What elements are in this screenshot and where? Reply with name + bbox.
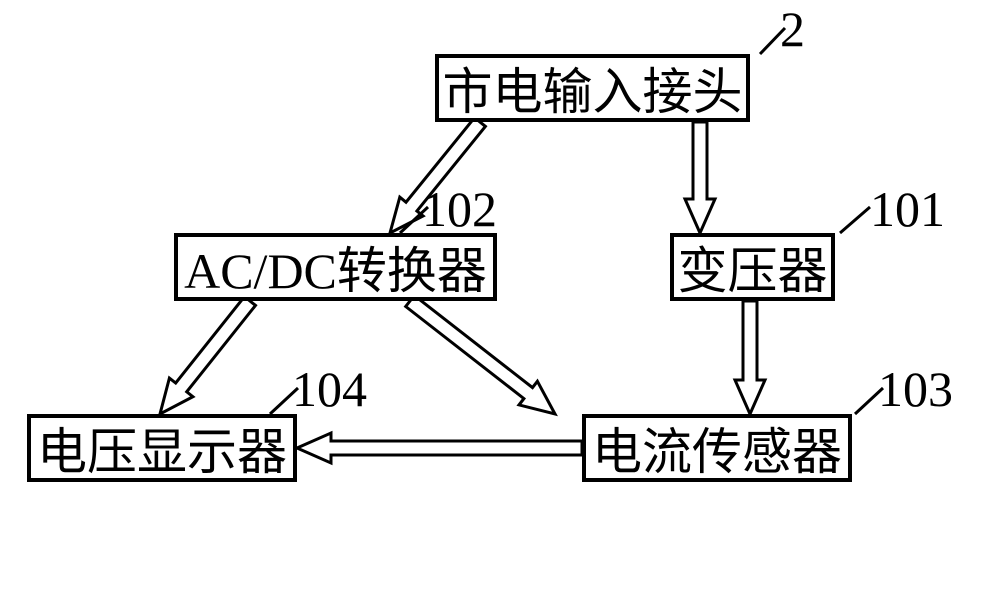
node-label: 电压显示器 xyxy=(37,412,287,484)
node-label: 变压器 xyxy=(678,231,828,303)
edge-arrow xyxy=(297,433,582,463)
label-tick xyxy=(840,207,870,233)
ref-label: 102 xyxy=(422,180,497,238)
node-n104: 电压显示器 xyxy=(27,414,297,482)
node-label: 市电输入接头 xyxy=(443,52,743,124)
edge-arrow xyxy=(735,301,765,414)
ref-label: 2 xyxy=(780,0,805,58)
node-label: 电流传感器 xyxy=(592,412,842,484)
edge-arrow xyxy=(406,296,555,415)
edge-arrow xyxy=(160,297,256,414)
node-n103: 电流传感器 xyxy=(582,414,852,482)
ref-label: 103 xyxy=(878,360,953,418)
edge-arrow xyxy=(685,122,715,233)
node-n101: 变压器 xyxy=(670,233,835,301)
ref-label: 101 xyxy=(870,180,945,238)
node-n102: AC/DC转换器 xyxy=(174,233,497,301)
diagram-stage: 市电输入接头变压器 AC/DC转换器电流传感器 电压显示器 2 101 102 103 104 xyxy=(0,0,1000,589)
node-n2: 市电输入接头 xyxy=(435,54,750,122)
node-label: AC/DC转换器 xyxy=(184,231,487,303)
ref-label: 104 xyxy=(292,360,367,418)
